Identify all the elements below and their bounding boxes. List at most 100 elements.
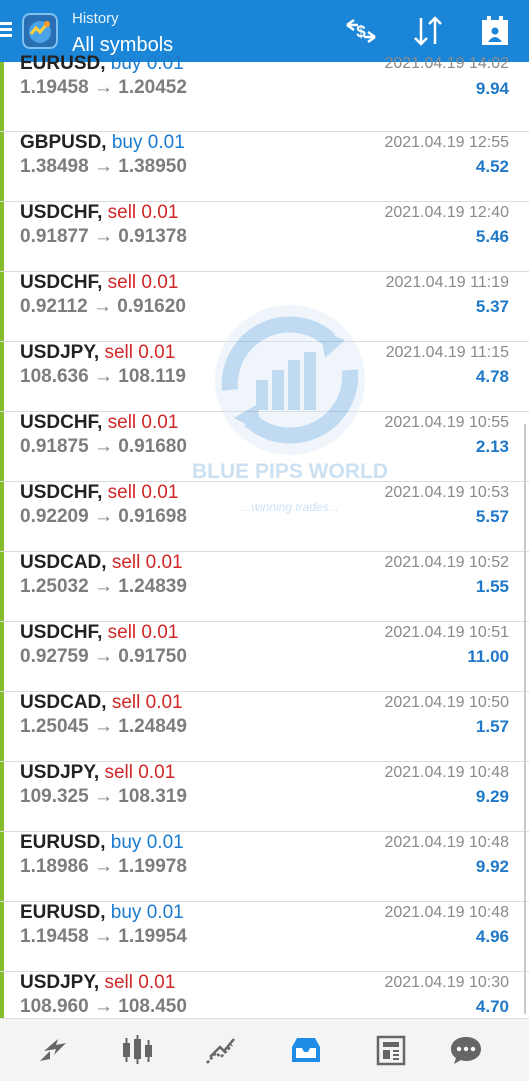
trade-prices: 1.19458 → 1.19954 (20, 926, 187, 948)
trade-volume: 0.01 (146, 902, 184, 923)
trade-row[interactable]: USDJPY, sell 0.01 108.636 → 108.119 2021.0… (0, 342, 529, 412)
arrow-right-icon: → (88, 856, 119, 877)
close-price: 1.24839 (118, 576, 187, 597)
close-price: 108.119 (118, 366, 186, 387)
messages-icon[interactable] (449, 1033, 483, 1067)
trade-prices: 1.38498 → 1.38950 (20, 156, 187, 178)
trade-side: sell (104, 342, 133, 363)
trade-row-marker (0, 202, 4, 271)
trade-volume: 0.01 (141, 202, 179, 223)
trade-row[interactable]: USDJPY, sell 0.01 109.325 → 108.319 2021.0… (0, 762, 529, 832)
trade-row-marker (0, 762, 4, 831)
trade-time: 2021.04.19 10:48 (384, 764, 509, 781)
trade-profit: 1.57 (475, 717, 509, 736)
trade-row[interactable]: USDCAD, sell 0.01 1.25045 → 1.24849 2021.0… (0, 692, 529, 762)
open-price: 108.960 (20, 996, 89, 1017)
open-price: 1.19458 (20, 926, 89, 947)
arrow-right-icon: → (88, 226, 119, 247)
trade-volume: 0.01 (141, 272, 179, 293)
trade-symbol: USDCAD (20, 692, 102, 713)
trade-profit: 4.78 (475, 367, 509, 386)
trade-row[interactable]: USDCHF, sell 0.01 0.92112 → 0.91620 2021.0… (0, 272, 529, 342)
svg-text:$: $ (356, 22, 366, 41)
trade-header: USDCHF, sell 0.01 (20, 272, 178, 294)
trade-row-marker (0, 272, 4, 341)
trade-history-list[interactable]: EURUSD, buy 0.01 1.19458 → 1.20452 2021.04… (0, 53, 529, 1042)
trade-profit: 11.00 (467, 647, 509, 666)
trade-volume: 0.01 (141, 622, 179, 643)
trade-separator: , (97, 482, 108, 503)
trade-volume: 0.01 (145, 552, 183, 573)
chart-icon[interactable] (120, 1033, 154, 1067)
trade-profit: 5.57 (475, 507, 509, 526)
app-logo[interactable] (22, 13, 58, 49)
trade-volume: 0.01 (141, 412, 179, 433)
calendar-icon[interactable] (478, 14, 512, 48)
trade-separator: , (100, 902, 111, 923)
deposit-withdrawal-icon[interactable]: $ (344, 14, 378, 48)
arrow-right-icon: → (88, 646, 119, 667)
close-price: 1.38950 (118, 156, 187, 177)
trade-header: EURUSD, buy 0.01 (20, 832, 184, 854)
close-price: 0.91620 (117, 296, 186, 317)
sort-icon[interactable] (411, 14, 445, 48)
trade-row[interactable]: USDCAD, sell 0.01 1.25032 → 1.24839 2021.0… (0, 552, 529, 622)
trade-separator: , (97, 272, 108, 293)
trade-time: 2021.04.19 10:52 (384, 554, 509, 571)
menu-icon[interactable] (0, 22, 12, 38)
trade-separator: , (100, 53, 111, 74)
trade-prices: 0.91875 → 0.91680 (20, 436, 187, 458)
trade-profit: 9.92 (475, 857, 509, 876)
trade-icon[interactable] (204, 1033, 238, 1067)
trade-profit: 5.37 (475, 297, 509, 316)
trade-symbol: EURUSD (20, 902, 101, 923)
trade-profit: 1.55 (475, 577, 509, 596)
arrow-right-icon: → (88, 716, 119, 737)
trade-profit: 9.94 (475, 79, 509, 98)
trade-row[interactable]: EURUSD, buy 0.01 1.19458 → 1.19954 2021.04… (0, 902, 529, 972)
trade-prices: 108.636 → 108.119 (20, 366, 186, 388)
arrow-right-icon: → (88, 77, 119, 98)
trade-row[interactable]: USDCHF, sell 0.01 0.91875 → 0.91680 2021.0… (0, 412, 529, 482)
symbol-filter[interactable]: All symbols (72, 34, 174, 56)
arrow-right-icon: → (88, 156, 119, 177)
open-price: 0.91875 (20, 436, 89, 457)
trade-side: buy (110, 53, 142, 74)
trade-row[interactable]: EURUSD, buy 0.01 1.19458 → 1.20452 2021.04… (0, 53, 529, 132)
trade-time: 2021.04.19 11:15 (385, 344, 509, 361)
trade-header: USDJPY, sell 0.01 (20, 972, 175, 994)
trade-profit: 2.13 (475, 437, 509, 456)
open-price: 0.92112 (20, 296, 88, 317)
trade-row[interactable]: EURUSD, buy 0.01 1.18986 → 1.19978 2021.04… (0, 832, 529, 902)
trade-prices: 1.18986 → 1.19978 (20, 856, 187, 878)
trade-prices: 109.325 → 108.319 (20, 786, 187, 808)
trade-row[interactable]: USDCHF, sell 0.01 0.92759 → 0.91750 2021.0… (0, 622, 529, 692)
trade-row-marker (0, 692, 4, 761)
arrow-right-icon: → (88, 996, 119, 1017)
history-icon[interactable] (289, 1033, 323, 1067)
close-price: 0.91698 (118, 506, 187, 527)
trade-time: 2021.04.19 10:50 (384, 694, 509, 711)
trade-row[interactable]: GBPUSD, buy 0.01 1.38498 → 1.38950 2021.04… (0, 132, 529, 202)
trade-time: 2021.04.19 10:51 (384, 624, 509, 641)
trade-prices: 0.92759 → 0.91750 (20, 646, 187, 668)
bottom-navigation (0, 1018, 529, 1081)
trade-side: sell (107, 412, 137, 433)
trade-volume: 0.01 (138, 762, 176, 783)
trade-header: EURUSD, buy 0.01 (20, 53, 184, 75)
trade-row-marker (0, 972, 4, 1041)
trade-header: EURUSD, buy 0.01 (20, 902, 184, 924)
close-price: 1.20452 (118, 77, 187, 98)
trade-separator: , (93, 342, 105, 363)
arrow-right-icon: → (88, 786, 119, 807)
trade-symbol: USDCHF (20, 622, 98, 643)
trade-symbol: USDJPY (20, 342, 94, 363)
trade-row[interactable]: USDCHF, sell 0.01 0.91877 → 0.91378 2021.0… (0, 202, 529, 272)
arrow-right-icon: → (88, 436, 119, 457)
quotes-icon[interactable] (36, 1033, 70, 1067)
trade-time: 2021.04.19 14:02 (384, 55, 509, 72)
news-icon[interactable] (374, 1033, 408, 1067)
scrollbar[interactable] (524, 424, 526, 1014)
trade-row[interactable]: USDCHF, sell 0.01 0.92209 → 0.91698 2021.0… (0, 482, 529, 552)
trade-row-marker (0, 342, 4, 411)
